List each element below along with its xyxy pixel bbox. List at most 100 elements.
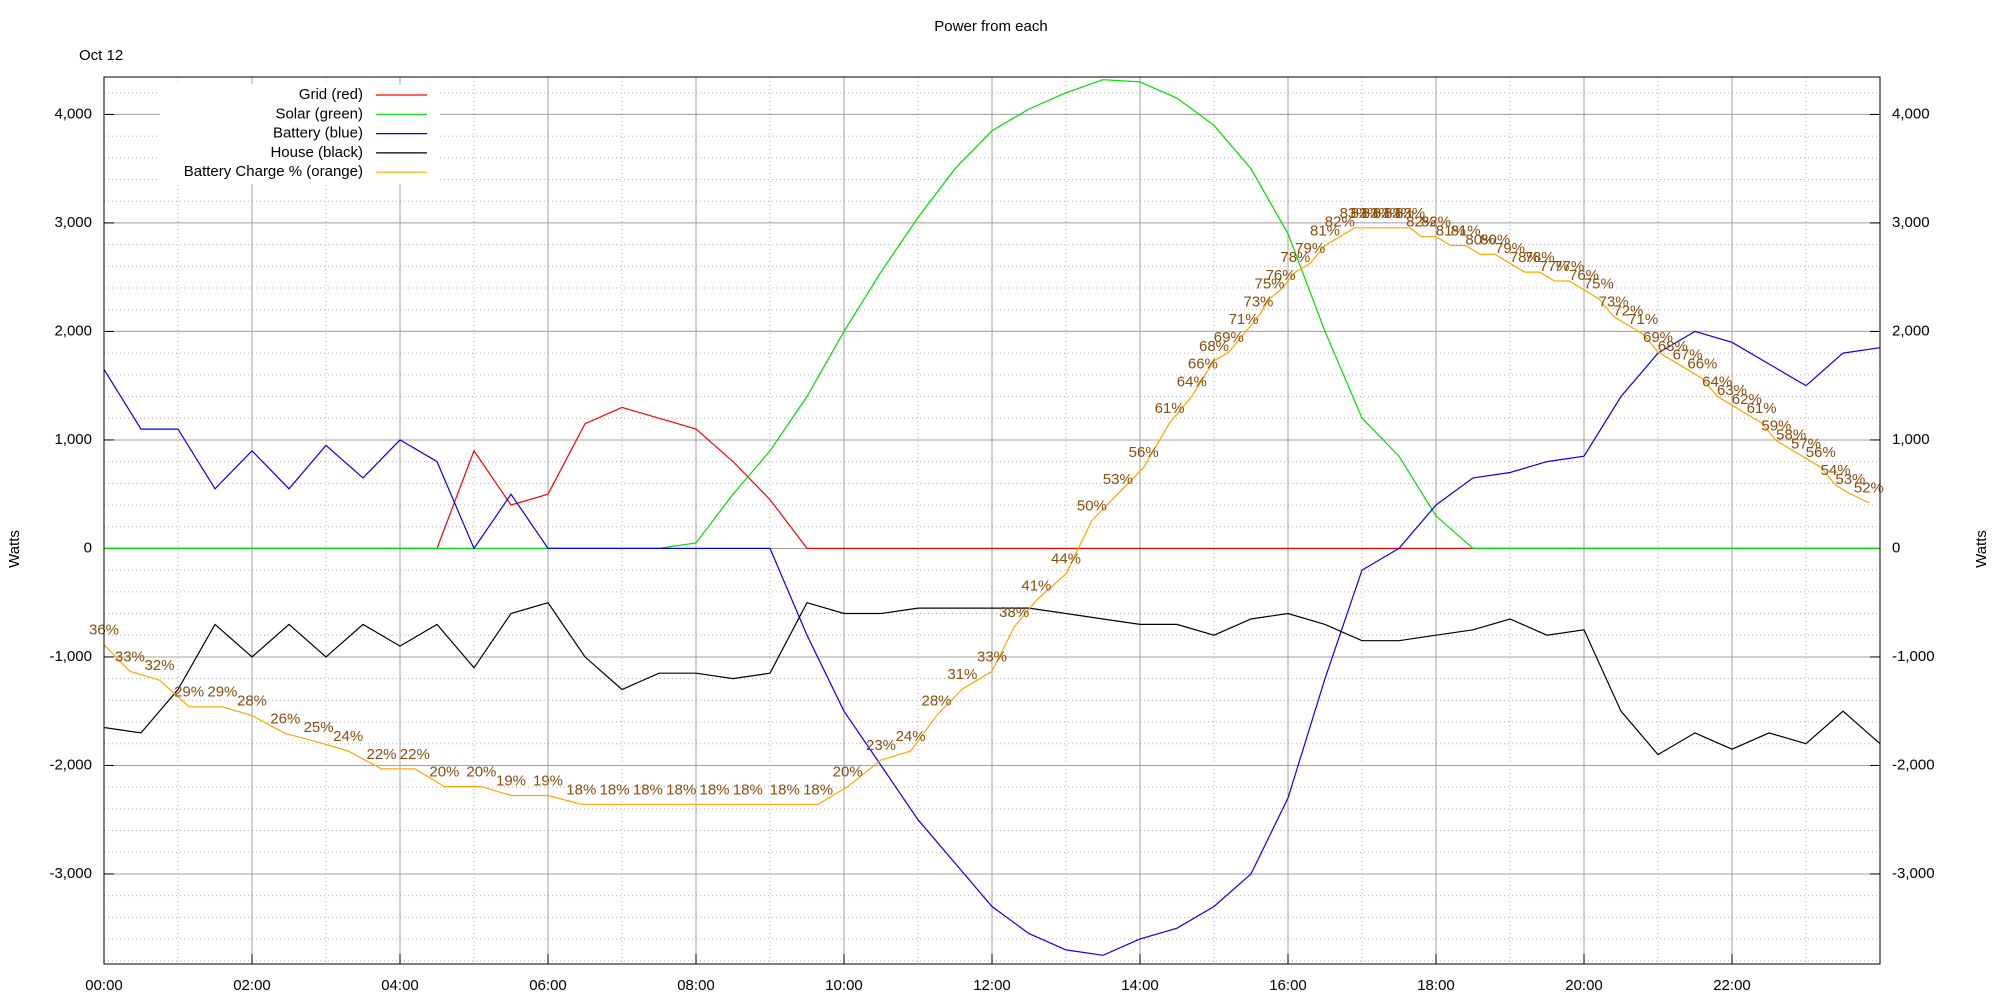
- data-label: 66%: [1188, 356, 1218, 373]
- legend-label: Battery (blue): [273, 125, 363, 142]
- y2-tick-label: -1,000: [1892, 648, 1935, 665]
- x-tick-label: 04:00: [381, 977, 419, 994]
- data-label: 71%: [1628, 311, 1658, 328]
- data-label: 64%: [1702, 373, 1732, 390]
- data-labels: 36%33%32%29% 29%28%26%25%24%22% 22%20% 20%1…: [89, 205, 1884, 799]
- x-tick-label: 20:00: [1565, 977, 1603, 994]
- data-label: 81%: [1436, 222, 1466, 239]
- y-tick-label: 4,000: [54, 105, 92, 122]
- y-tick-label: 0: [84, 539, 92, 556]
- legend-label: Battery Charge % (orange): [184, 163, 363, 180]
- data-label: 83%: [1351, 205, 1381, 222]
- data-label: 82%: [1325, 214, 1355, 231]
- x-tick-label: 00:00: [85, 977, 123, 994]
- data-label: 66%: [1687, 356, 1717, 373]
- data-label: 18%: [633, 781, 663, 798]
- data-label: 80%: [1465, 231, 1495, 248]
- data-label: 22%: [366, 746, 396, 763]
- data-label: 20%: [429, 764, 459, 781]
- data-label: 24%: [333, 728, 363, 745]
- data-label: 57%: [1791, 435, 1821, 452]
- data-label: 25%: [304, 719, 334, 736]
- plot-border: [103, 76, 1881, 965]
- data-label: 75%: [1254, 276, 1284, 293]
- y-tick-label: -2,000: [49, 756, 92, 773]
- data-label: 73%: [1243, 293, 1273, 310]
- series-line: [103, 227, 1870, 805]
- data-label: 76%: [1569, 267, 1599, 284]
- series-line: [103, 601, 1881, 756]
- data-label: 81%: [1451, 222, 1481, 239]
- data-label: 24%: [896, 728, 926, 745]
- data-label: 82%: [1406, 214, 1436, 231]
- data-label: 58%: [1776, 427, 1806, 444]
- data-label: 19%: [496, 772, 526, 789]
- data-label: 62%: [1732, 391, 1762, 408]
- y2-tick-label: -3,000: [1892, 865, 1935, 882]
- data-label: 76%: [1266, 267, 1296, 284]
- data-label: 83%: [1362, 205, 1392, 222]
- data-label: 78%: [1510, 249, 1540, 266]
- data-label: 78%: [1525, 249, 1555, 266]
- x-tick-label: 16:00: [1269, 977, 1307, 994]
- data-label: 63%: [1717, 382, 1747, 399]
- chart-title: Power from each: [934, 18, 1047, 35]
- plot-lines: [103, 79, 1881, 956]
- data-label: 73%: [1599, 293, 1629, 310]
- data-label: 81%: [1310, 222, 1340, 239]
- data-label: 54%: [1821, 462, 1851, 479]
- data-label: 50%: [1077, 497, 1107, 514]
- data-label: 44%: [1051, 551, 1081, 568]
- x-tick-label: 14:00: [1121, 977, 1159, 994]
- data-label: 79%: [1495, 240, 1525, 257]
- data-label: 83%: [1395, 205, 1425, 222]
- data-label: 80%: [1480, 231, 1510, 248]
- data-label: 79%: [1295, 240, 1325, 257]
- data-label: 31%: [947, 666, 977, 683]
- data-label: 33%: [115, 648, 145, 665]
- y-axis-label: Watts: [6, 530, 23, 568]
- y2-axis-label: Watts: [1973, 530, 1990, 568]
- legend: Grid (red) Solar (green) Battery (blue) Hou…: [160, 84, 440, 184]
- x-tick-label: 02:00: [233, 977, 271, 994]
- data-label: 64%: [1177, 373, 1207, 390]
- data-label: 28%: [921, 693, 951, 710]
- data-label: 56%: [1806, 444, 1836, 461]
- x-tick-label: 06:00: [529, 977, 567, 994]
- data-label: 18%: [733, 781, 763, 798]
- data-label: 23%: [866, 737, 896, 754]
- x-tick-label: 08:00: [677, 977, 715, 994]
- data-label: 18%: [770, 781, 800, 798]
- y-tick-label: -1,000: [49, 648, 92, 665]
- y-tick-label: 3,000: [54, 214, 92, 231]
- x-tick-label: 22:00: [1713, 977, 1751, 994]
- data-label: 68%: [1199, 338, 1229, 355]
- data-label: 83%: [1373, 205, 1403, 222]
- data-label: 61%: [1747, 400, 1777, 417]
- data-label: 77%: [1554, 258, 1584, 275]
- x-tick-label: 18:00: [1417, 977, 1455, 994]
- data-label: 33%: [977, 648, 1007, 665]
- data-label: 72%: [1613, 302, 1643, 319]
- legend-label: House (black): [270, 144, 363, 161]
- data-label: 83%: [1340, 205, 1370, 222]
- series-line: [104, 79, 1880, 549]
- data-label: 18%: [666, 781, 696, 798]
- data-label: 52%: [1854, 480, 1884, 497]
- data-label: 56%: [1129, 444, 1159, 461]
- data-label: 18%: [600, 781, 630, 798]
- x-tick-label: 10:00: [825, 977, 863, 994]
- y2-tick-label: 1,000: [1892, 431, 1930, 448]
- data-label: 29%: [207, 684, 237, 701]
- grid: -3,000 -3,000 -2,000 -2,000 -1,000 -1,000 0 0 1,…: [49, 77, 1935, 994]
- data-label: 18%: [566, 781, 596, 798]
- y2-tick-label: 0: [1892, 539, 1900, 556]
- data-label: 82%: [1421, 214, 1451, 231]
- data-label: 18%: [699, 781, 729, 798]
- data-label: 71%: [1229, 311, 1259, 328]
- data-label: 59%: [1761, 418, 1791, 435]
- data-label: 38%: [999, 604, 1029, 621]
- data-label: 20%: [833, 764, 863, 781]
